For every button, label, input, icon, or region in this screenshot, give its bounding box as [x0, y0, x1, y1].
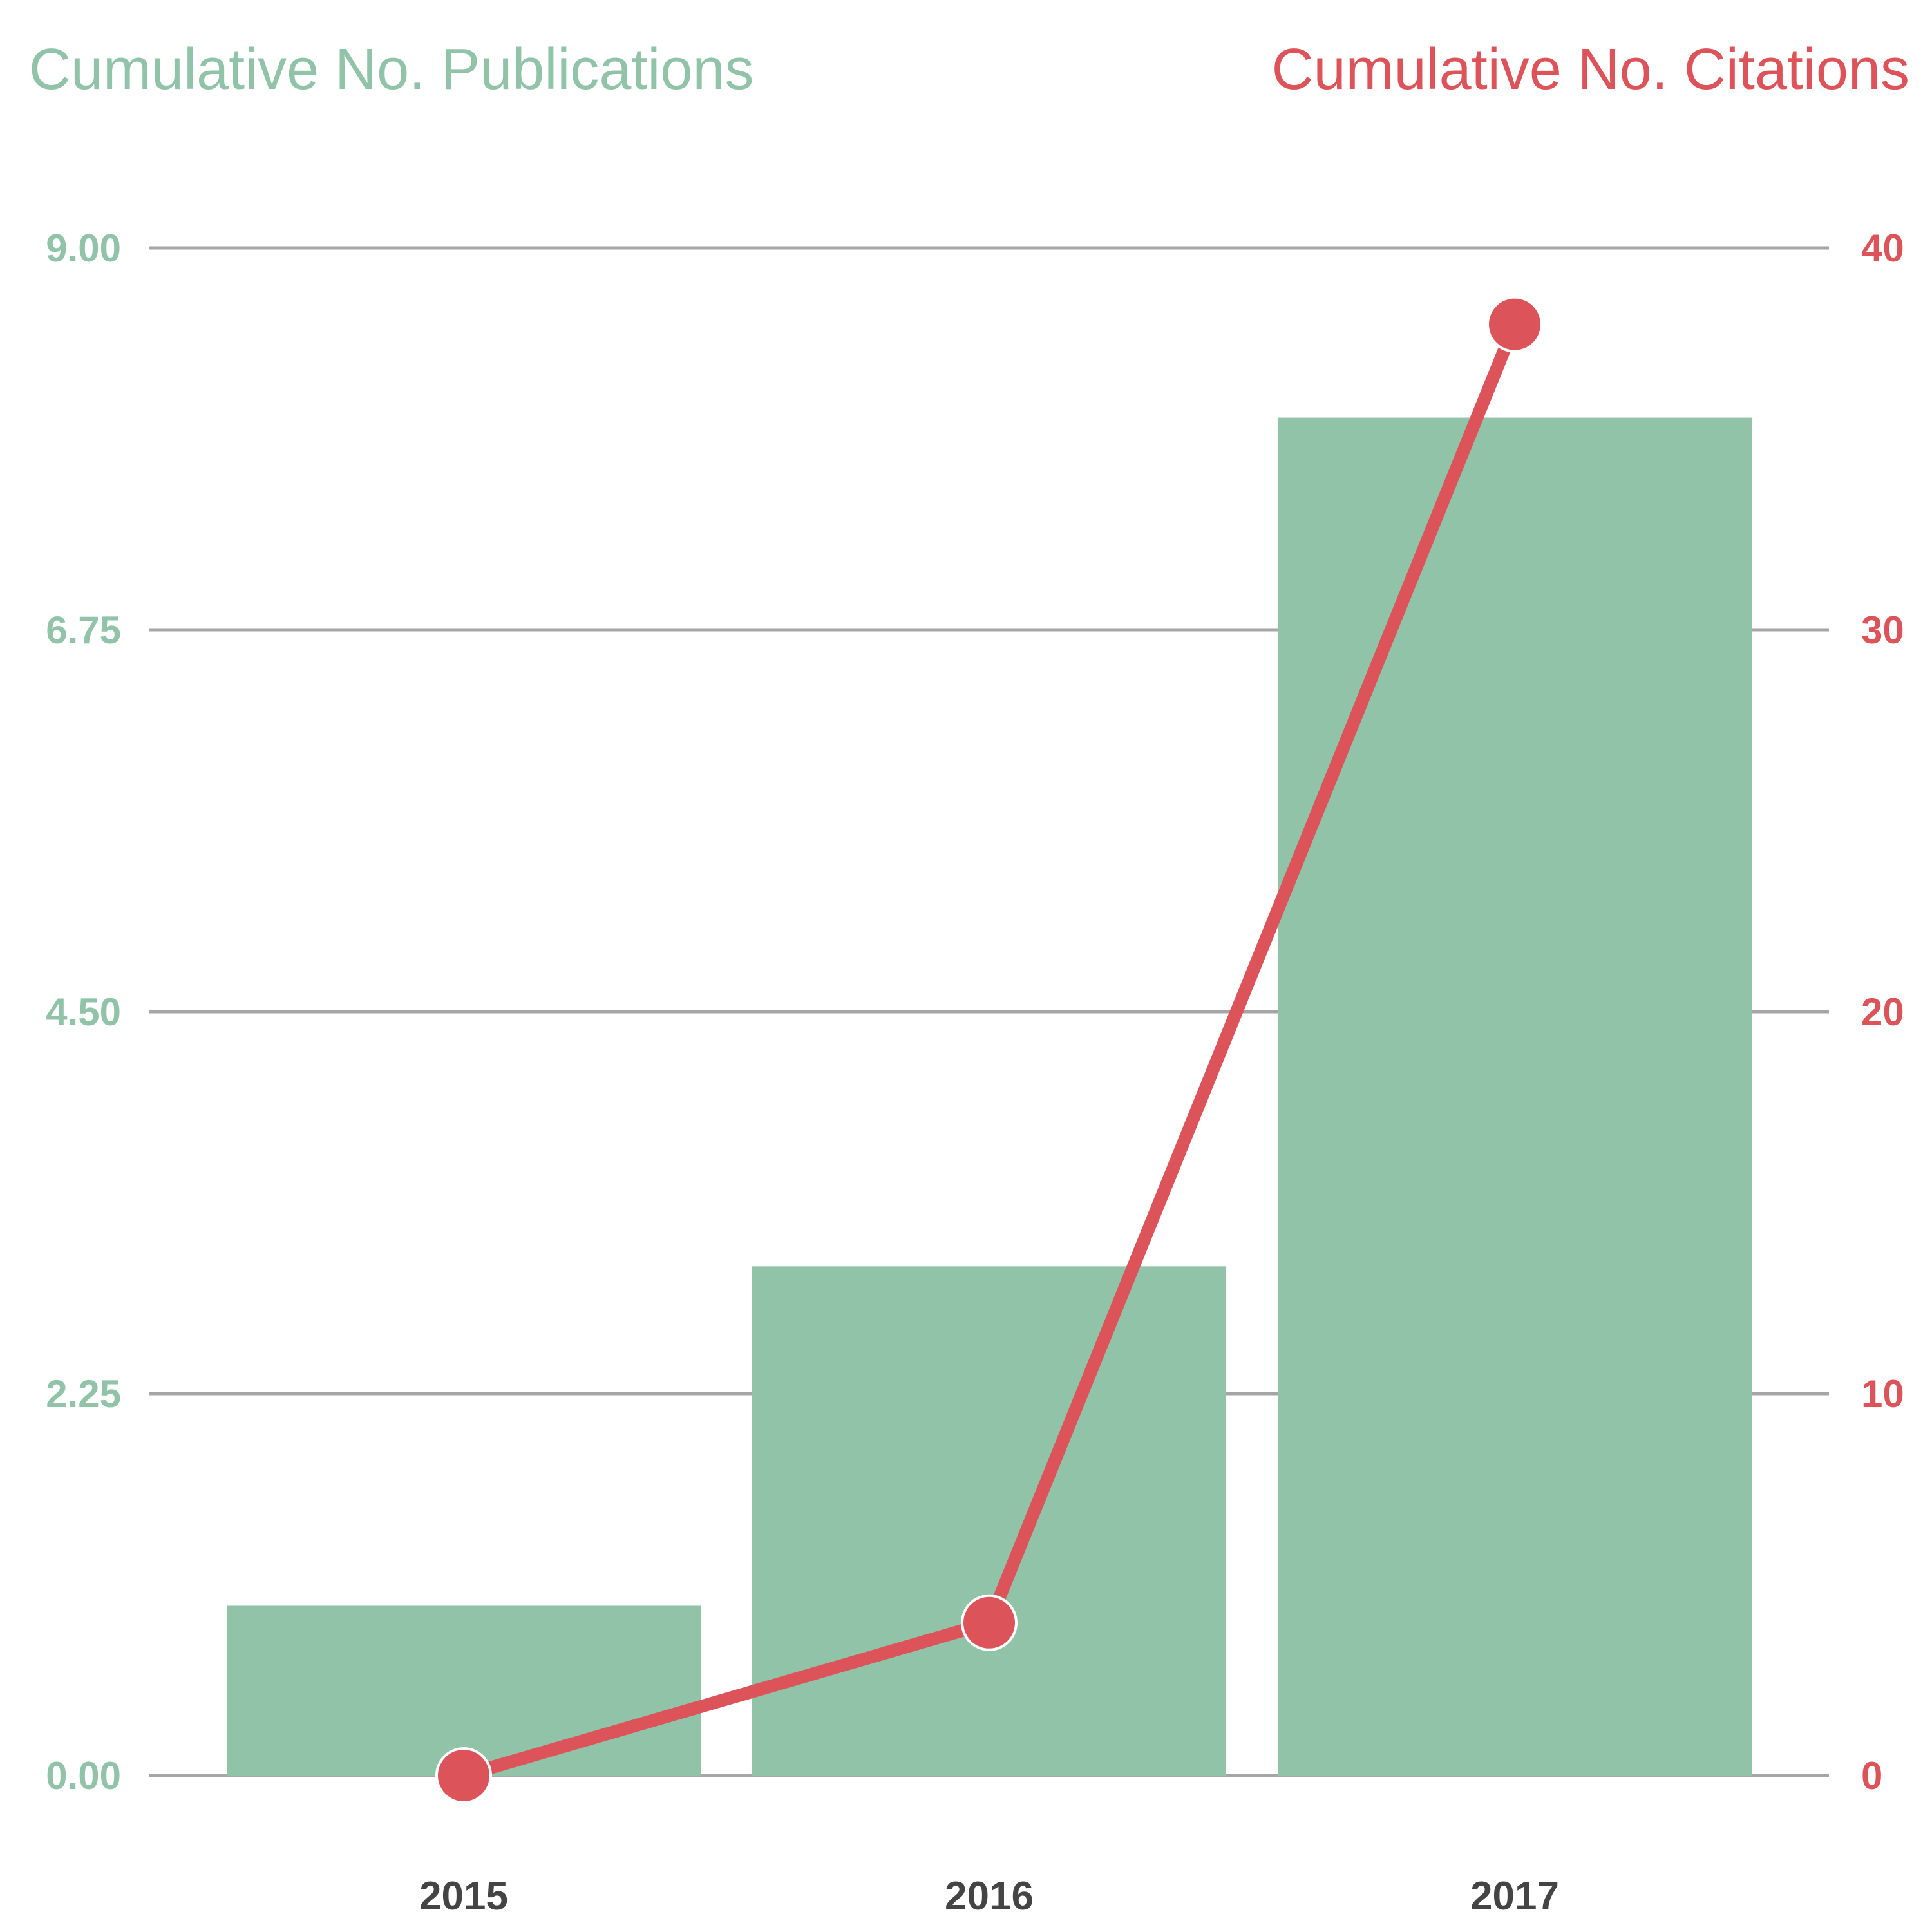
citation-line [435, 296, 1543, 1804]
left-tick-label: 2.25 [46, 1372, 121, 1416]
left-tick-label: 6.75 [46, 609, 121, 652]
left-tick-label: 9.00 [46, 227, 121, 270]
left-tick-label: 0.00 [46, 1754, 121, 1797]
bar-2017 [1278, 417, 1752, 1776]
right-tick-label: 40 [1861, 227, 1904, 270]
left-axis-title: Cumulative No. Publications [29, 37, 754, 102]
right-tick-label: 10 [1861, 1372, 1904, 1416]
right-tick-label: 20 [1861, 990, 1904, 1034]
x-tick-label: 2015 [419, 1874, 508, 1918]
x-tick-label: 2016 [945, 1874, 1034, 1918]
x-axis-ticks: 2015 2016 2017 [419, 1874, 1559, 1918]
citation-point-2017 [1486, 296, 1543, 353]
x-tick-label: 2017 [1470, 1874, 1559, 1918]
right-tick-label: 30 [1861, 609, 1904, 652]
right-axis-title: Cumulative No. Citations [1272, 37, 1909, 102]
citation-point-2016 [961, 1594, 1018, 1651]
bar-2016 [752, 1266, 1226, 1776]
left-tick-label: 4.50 [46, 990, 121, 1034]
right-tick-label: 0 [1861, 1754, 1882, 1797]
citation-point-2015 [435, 1747, 492, 1804]
publication-bars [227, 417, 1752, 1776]
right-axis-ticks: 0 10 20 30 40 [1861, 227, 1904, 1797]
left-axis-ticks: 0.00 2.25 4.50 6.75 9.00 [46, 227, 121, 1797]
